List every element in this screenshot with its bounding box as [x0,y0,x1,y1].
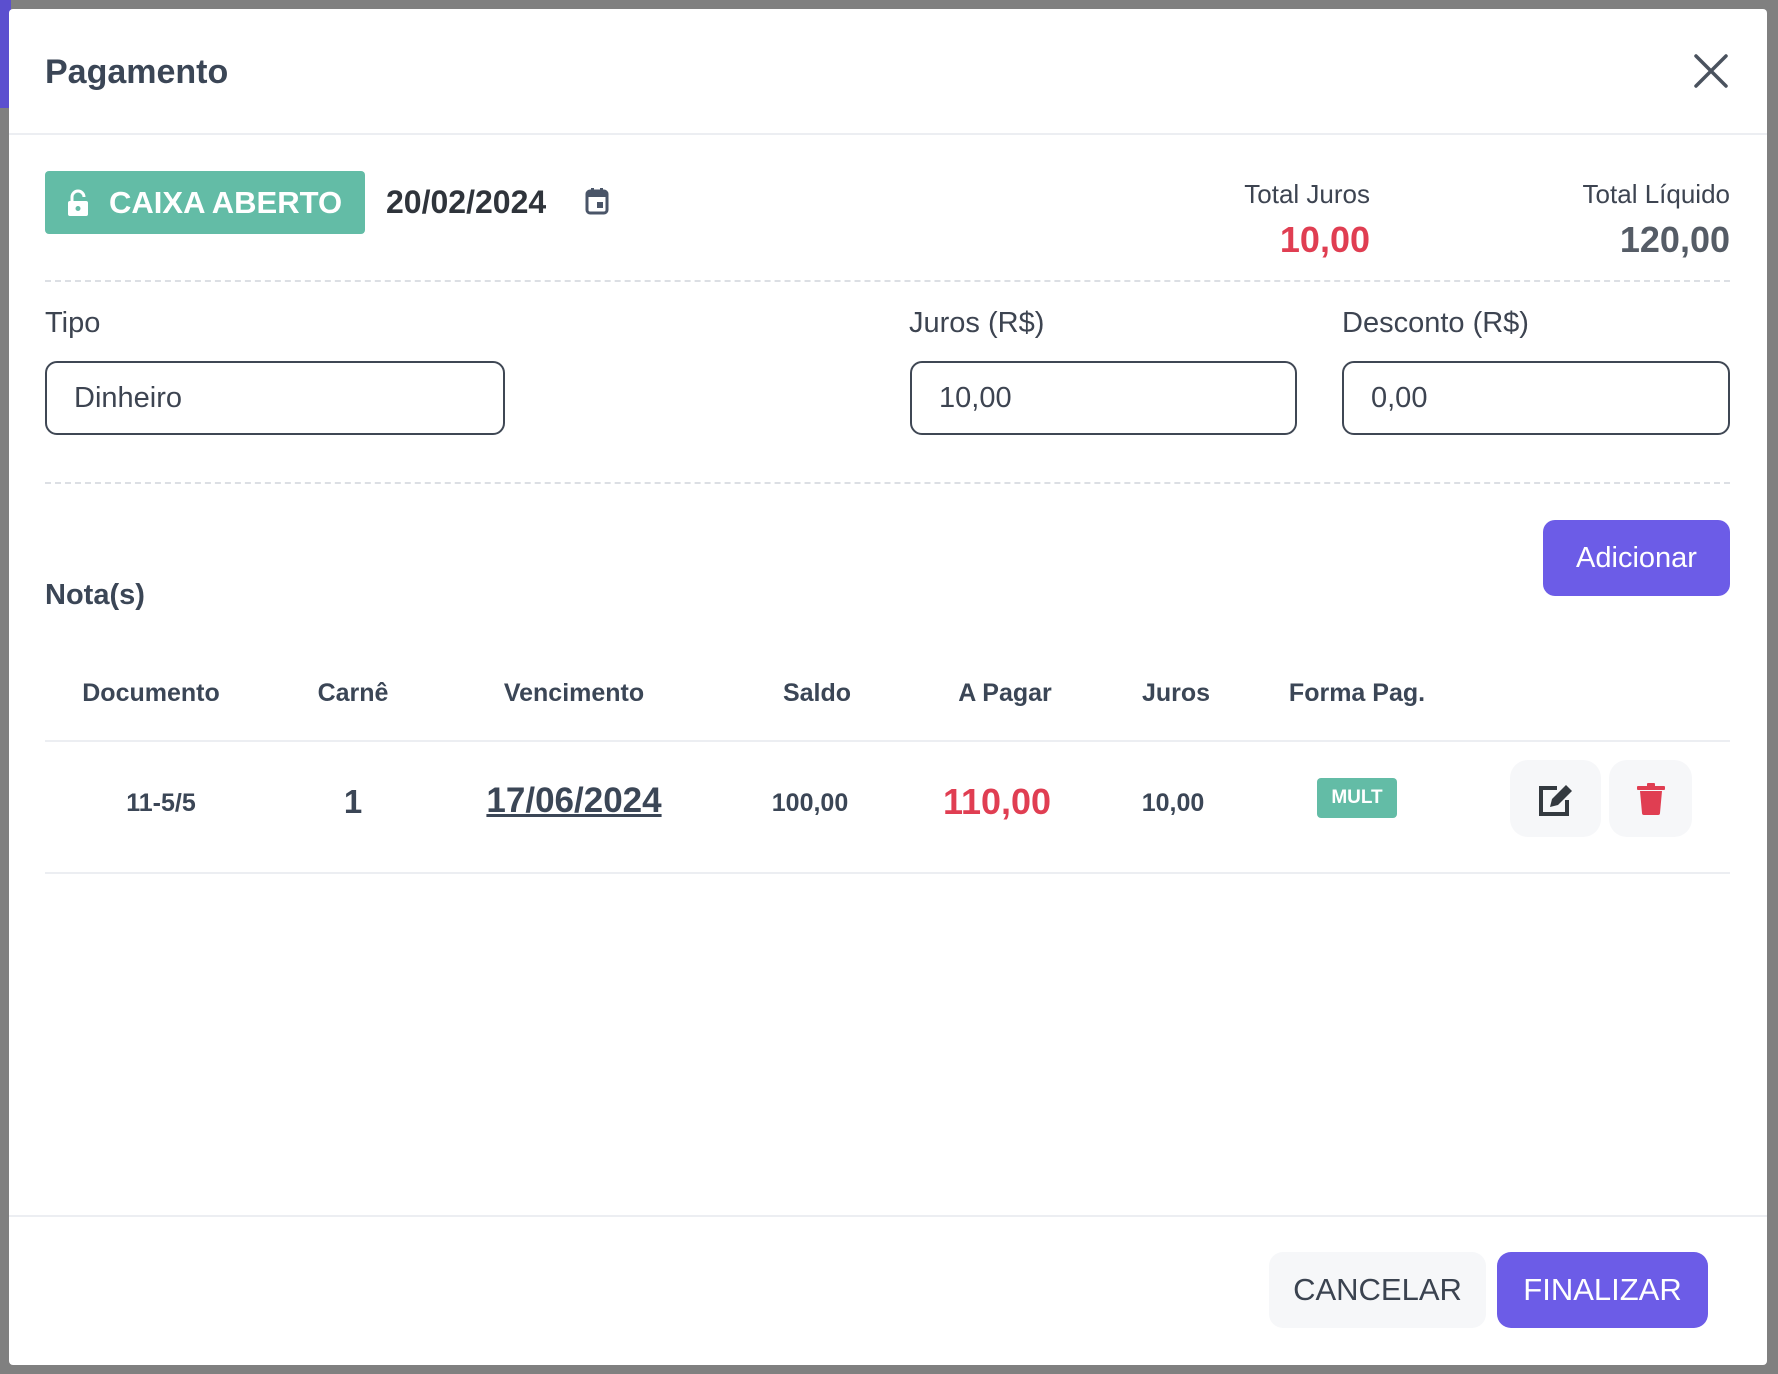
calendar-icon[interactable] [585,187,609,220]
badge-label: CAIXA ABERTO [109,184,343,220]
cell-vencimento-link[interactable]: 17/06/2024 [486,781,662,820]
tipo-select[interactable]: Dinheiro [45,361,505,435]
trash-icon [1636,782,1665,815]
background-element [0,0,11,108]
cell-a-pagar: 110,00 [942,781,1052,822]
column-header: Forma Pag. [1288,679,1426,707]
footer-divider [9,1215,1767,1217]
cell-saldo: 100,00 [771,789,849,817]
divider [45,280,1730,282]
edit-button[interactable] [1510,760,1601,837]
forma-pag-badge: MULT [1317,778,1397,818]
juros-input[interactable]: 10,00 [910,361,1297,435]
cell-documento: 11-5/5 [126,789,196,817]
total-juros-value: 10,00 [1279,219,1370,260]
table-divider [45,740,1730,742]
column-header: A Pagar [958,679,1052,707]
add-button[interactable]: Adicionar [1543,520,1730,596]
payment-modal: Pagamento CAIXA ABERTO 20/02/2024 Total … [9,9,1767,1365]
caixa-status-badge: CAIXA ABERTO [45,171,365,234]
tipo-label: Tipo [45,307,101,339]
column-header: Carnê [317,679,389,707]
divider [45,482,1730,484]
total-liquido-label: Total Líquido [1582,179,1730,209]
column-header: Saldo [782,679,852,707]
column-header: Documento [82,679,220,707]
total-liquido-value: 120,00 [1619,219,1730,260]
juros-label: Juros (R$) [909,307,1045,339]
total-juros-label: Total Juros [1244,179,1370,209]
desconto-label: Desconto (R$) [1342,307,1529,339]
desconto-input[interactable]: 0,00 [1342,361,1730,435]
table-divider [45,872,1730,874]
caixa-date: 20/02/2024 [386,184,547,220]
finish-button[interactable]: FINALIZAR [1497,1252,1708,1328]
notas-title: Nota(s) [45,579,145,611]
cell-juros: 10,00 [1141,789,1205,817]
edit-icon [1538,784,1572,816]
cancel-button[interactable]: CANCELAR [1269,1252,1486,1328]
close-icon[interactable] [1691,51,1731,91]
column-header: Juros [1141,679,1211,707]
cell-carne: 1 [343,783,363,820]
delete-button[interactable] [1609,760,1692,837]
header-divider [9,133,1767,135]
lock-open-icon [68,189,88,216]
modal-title: Pagamento [45,53,229,91]
column-header: Vencimento [503,679,645,707]
